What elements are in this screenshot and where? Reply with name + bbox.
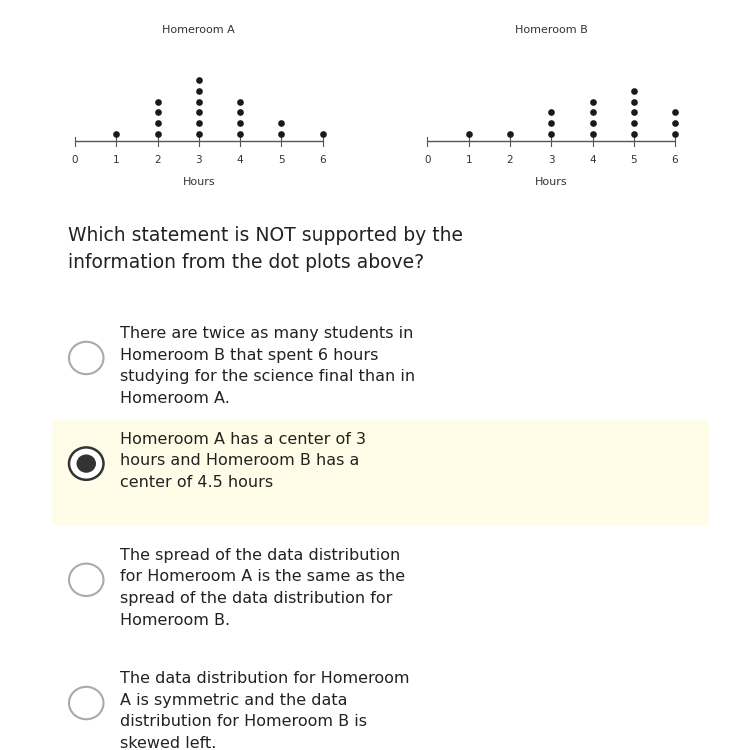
Text: 0: 0 — [72, 155, 78, 166]
Text: There are twice as many students in
Homeroom B that spent 6 hours
studying for t: There are twice as many students in Home… — [120, 326, 416, 406]
Text: 2: 2 — [154, 155, 160, 166]
Circle shape — [69, 342, 104, 374]
Text: Homeroom B: Homeroom B — [514, 26, 588, 35]
Text: Homeroom A has a center of 3
hours and Homeroom B has a
center of 4.5 hours: Homeroom A has a center of 3 hours and H… — [120, 431, 366, 490]
Text: 3: 3 — [196, 155, 202, 166]
Text: 4: 4 — [237, 155, 243, 166]
Text: 4: 4 — [590, 155, 596, 166]
Circle shape — [69, 687, 104, 719]
Text: The data distribution for Homeroom
A is symmetric and the data
distribution for : The data distribution for Homeroom A is … — [120, 671, 410, 750]
Circle shape — [69, 448, 104, 480]
Text: 3: 3 — [548, 155, 554, 166]
Text: 6: 6 — [672, 155, 678, 166]
Text: Hours: Hours — [182, 176, 215, 187]
Text: Hours: Hours — [535, 176, 568, 187]
Circle shape — [76, 454, 96, 472]
Text: 0: 0 — [424, 155, 430, 166]
Text: The spread of the data distribution
for Homeroom A is the same as the
spread of : The spread of the data distribution for … — [120, 548, 405, 628]
Text: 1: 1 — [466, 155, 472, 166]
Text: 2: 2 — [507, 155, 513, 166]
Text: 5: 5 — [631, 155, 637, 166]
Text: Which statement is NOT supported by the
information from the dot plots above?: Which statement is NOT supported by the … — [68, 226, 463, 272]
Circle shape — [69, 563, 104, 596]
Text: Homeroom A: Homeroom A — [162, 26, 236, 35]
Text: 1: 1 — [113, 155, 119, 166]
Text: 5: 5 — [278, 155, 284, 166]
FancyBboxPatch shape — [53, 419, 709, 525]
Text: 6: 6 — [320, 155, 326, 166]
